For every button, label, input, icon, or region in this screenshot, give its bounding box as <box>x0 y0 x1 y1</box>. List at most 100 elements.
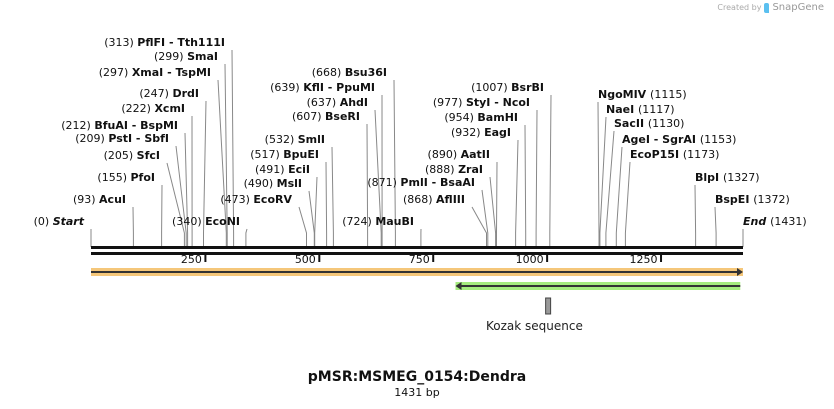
enzyme-site: (209) PstI - SbfI <box>75 132 187 247</box>
cut-site-line <box>374 109 382 247</box>
enzyme-site: (888) ZraI <box>425 163 497 247</box>
cut-site-line <box>599 116 607 247</box>
enzyme-name: EagI <box>484 126 511 139</box>
enzyme-site: (517) BpuEI <box>250 148 328 247</box>
enzyme-name: EciI <box>288 163 310 176</box>
enzyme-label: (639) KflI - PpuMI <box>270 81 375 94</box>
cut-position: (639) <box>270 81 303 94</box>
cut-site-line <box>605 130 615 247</box>
cut-site-line <box>515 139 519 247</box>
enzyme-name: Start <box>53 215 85 228</box>
ruler-bottom-strand <box>91 252 743 255</box>
enzyme-name: DrdI <box>172 87 199 100</box>
enzyme-site: SacII (1130) <box>605 117 685 247</box>
enzyme-label: (932) EagI <box>451 126 511 139</box>
cut-position: (297) <box>99 66 132 79</box>
enzyme-site: (222) XcmI <box>121 102 193 247</box>
cut-position: (954) <box>444 111 477 124</box>
cut-position: (222) <box>121 102 154 115</box>
enzyme-name: BamHI <box>477 111 518 124</box>
enzyme-site: (313) PflFI - Tth111I <box>104 36 235 247</box>
cut-site-line <box>184 132 189 247</box>
cut-position: (724) <box>342 215 375 228</box>
enzyme-label: (977) StyI - NcoI <box>433 96 530 109</box>
enzyme-label: (155) PfoI <box>97 171 155 184</box>
enzyme-name: AgeI - SgrAI <box>622 133 700 146</box>
snapgene-logo-icon <box>764 2 770 13</box>
enzyme-name: NgoMIV <box>598 88 650 101</box>
enzyme-label: (637) AhdI <box>307 96 368 109</box>
enzyme-site: (205) SfcI <box>104 149 185 247</box>
cut-position: (868) <box>403 193 436 206</box>
enzyme-name: AflIII <box>436 193 465 206</box>
enzyme-label: (954) BamHI <box>444 111 518 124</box>
enzyme-name: BsrBI <box>511 81 544 94</box>
enzyme-label: (0) Start <box>34 215 85 228</box>
cut-position: (212) <box>61 119 94 132</box>
cut-position: (313) <box>104 36 137 49</box>
cut-site-line <box>366 123 369 247</box>
cut-position: (888) <box>425 163 458 176</box>
enzyme-label: BspEI (1372) <box>715 193 790 206</box>
enzyme-label: (340) EcoNI <box>172 215 240 228</box>
enzyme-name: SmlI <box>298 133 325 146</box>
ruler-tick-label: 1250 <box>630 253 658 266</box>
cut-position: (1327) <box>723 171 760 184</box>
cut-site-line <box>471 206 487 247</box>
cut-position: (932) <box>451 126 484 139</box>
enzyme-name: NaeI <box>606 103 638 116</box>
enzyme-name: PstI - SbfI <box>108 132 169 145</box>
cut-position: (1007) <box>471 81 511 94</box>
cut-site-line <box>615 146 623 247</box>
enzyme-label: NgoMIV (1115) <box>598 88 687 101</box>
enzyme-label: (212) BfuAI - BspMI <box>61 119 178 132</box>
enzyme-site: (473) EcoRV <box>220 193 307 247</box>
enzyme-site: (932) EagI <box>451 126 519 247</box>
enzyme-label: (473) EcoRV <box>220 193 292 206</box>
end-marker: End (1431) <box>742 215 807 247</box>
cut-position: (1153) <box>700 133 737 146</box>
enzyme-site: (607) BseRI <box>292 110 369 247</box>
enzyme-name: BseRI <box>325 110 360 123</box>
cut-site-line <box>624 161 631 247</box>
cut-position: (977) <box>433 96 466 109</box>
enzyme-label: (491) EciI <box>255 163 310 176</box>
enzyme-site: (871) PmlI - BsaAI <box>367 176 489 247</box>
ruler-tick <box>546 255 549 262</box>
ruler-tick-label: 1000 <box>516 253 544 266</box>
enzyme-name: BspEI <box>715 193 753 206</box>
enzyme-site: (491) EciI <box>255 163 318 247</box>
map-length: 1431 bp <box>394 386 440 399</box>
ruler-tick <box>432 255 435 262</box>
enzyme-name: BpuEI <box>283 148 319 161</box>
ruler-tick-label: 250 <box>181 253 202 266</box>
cut-position: (607) <box>292 110 325 123</box>
enzyme-name: PmlI - BsaAI <box>400 176 475 189</box>
enzyme-site: (954) BamHI <box>444 111 527 247</box>
cut-position: (1130) <box>648 117 685 130</box>
cut-site-line <box>535 109 538 247</box>
forward-arrow-icon <box>737 268 743 276</box>
cut-site-line <box>203 100 207 247</box>
cut-site-line <box>714 206 717 247</box>
cut-position: (490) <box>244 177 277 190</box>
enzyme-site: NaeI (1117) <box>599 103 675 247</box>
enzyme-site: EcoP15I (1173) <box>624 148 719 247</box>
cut-site-line <box>524 124 527 247</box>
cut-site-line <box>496 161 498 247</box>
enzyme-label: NaeI (1117) <box>606 103 675 116</box>
enzyme-label: (93) AcuI <box>73 193 126 206</box>
cut-site-line <box>694 184 697 247</box>
snapgene-credit: Created by SnapGene <box>717 2 824 13</box>
start-marker: (0) Start <box>34 215 92 247</box>
enzyme-label: (890) AatII <box>428 148 490 161</box>
enzyme-name: KflI - PpuMI <box>303 81 375 94</box>
enzyme-label: (888) ZraI <box>425 163 483 176</box>
enzyme-name: EcoP15I <box>630 148 683 161</box>
enzyme-label: (222) XcmI <box>121 102 185 115</box>
enzyme-site: (668) Bsu36I <box>312 66 396 247</box>
enzyme-site: (639) KflI - PpuMI <box>270 81 383 247</box>
cut-position: (205) <box>104 149 137 162</box>
credit-prefix: Created by <box>717 3 762 12</box>
